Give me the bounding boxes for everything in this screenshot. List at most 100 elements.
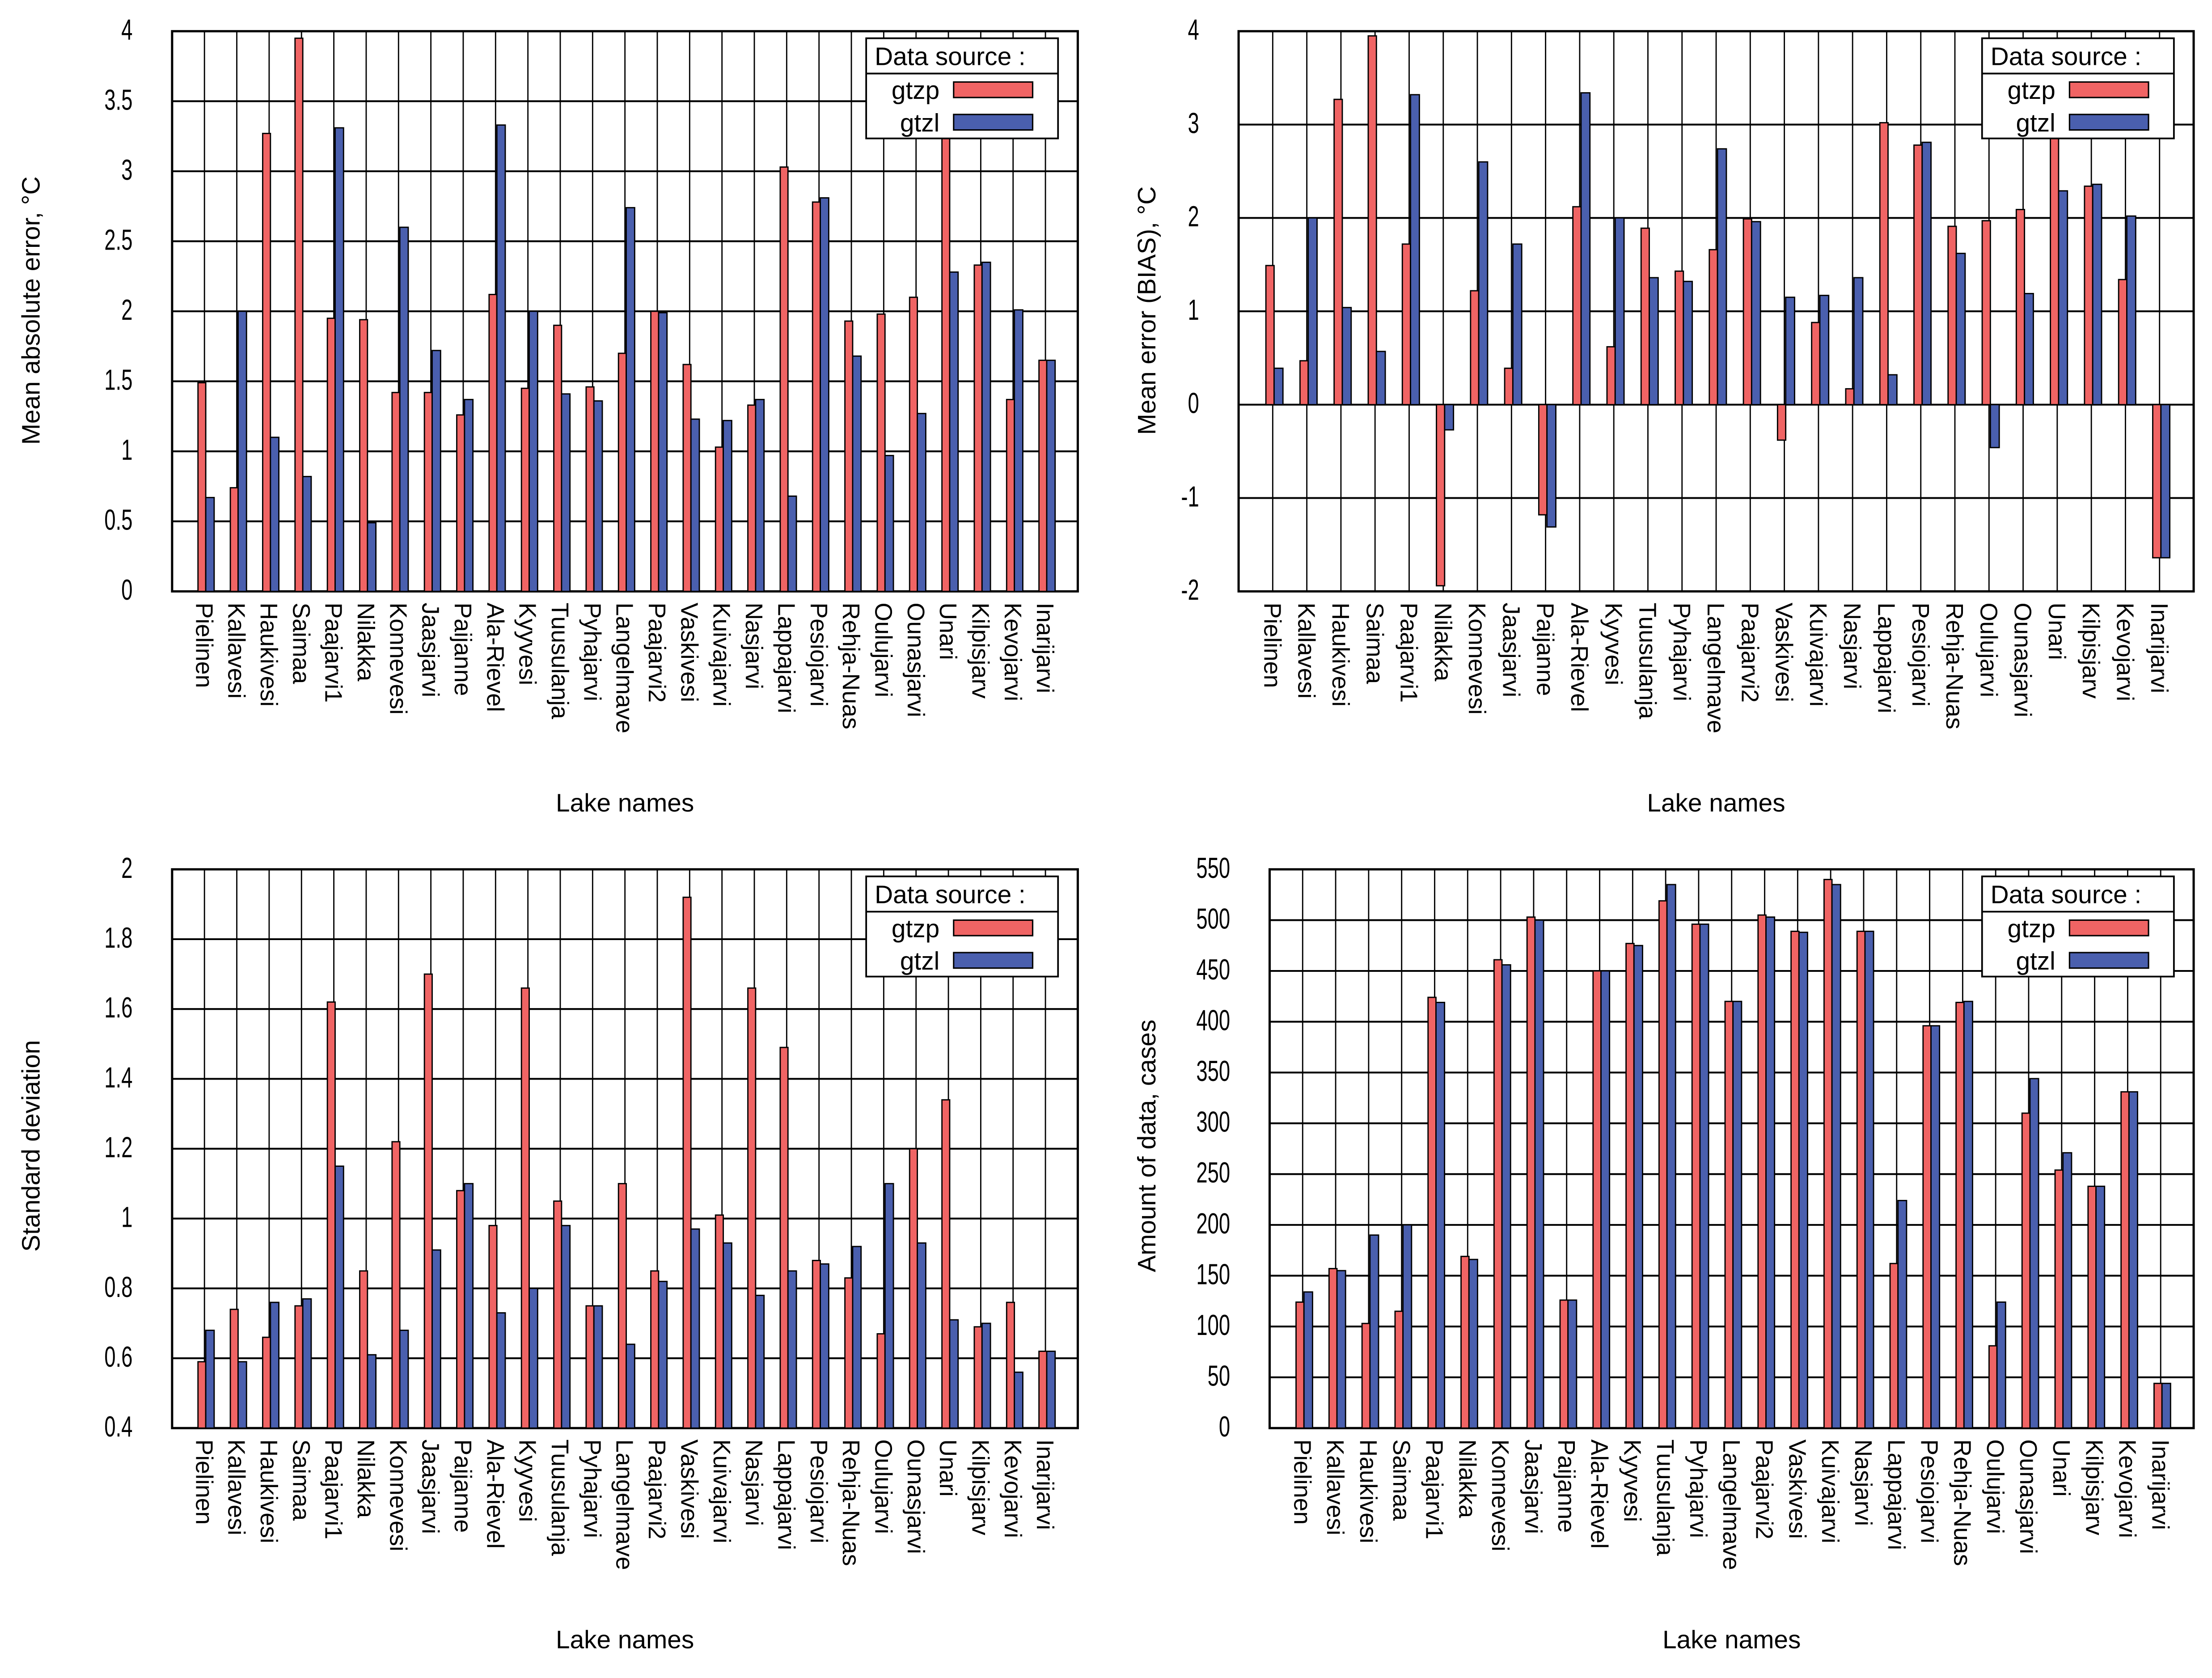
bar-gtzl-unari	[949, 1319, 959, 1429]
bar-gtzl-kevojarvi	[1014, 1371, 1024, 1429]
category-label: Kallavesi	[223, 1439, 250, 1535]
category-label: Inarijarvi	[2146, 603, 2173, 694]
chart-mean-error-bias: -2 -1 0 1 2 3 4 Pielinen Kallavesi Haukivesi Saima…	[1133, 13, 2195, 817]
bar-gtzp-pielinen	[1265, 265, 1275, 406]
bar-gtzl-kilpisjarv	[2095, 1186, 2106, 1429]
category-label: Kallavesi	[1322, 1439, 1349, 1535]
category-label: Lappajarvi	[773, 603, 799, 713]
bar-gtzp-langelmave	[617, 352, 627, 592]
category-label: Kallavesi	[1293, 603, 1320, 699]
category-label: Haukivesi	[1327, 603, 1354, 707]
legend-swatch-gtzp	[2068, 919, 2149, 936]
bar-gtzp-kallavesi	[229, 487, 239, 592]
bar-gtzp-kilpisjarv	[973, 264, 983, 592]
category-label: Saimaa	[1388, 1439, 1415, 1521]
bar-gtzp-ala-rievel	[1572, 206, 1582, 406]
bar-gtzl-nilakka	[367, 1354, 377, 1429]
category-label: Paajarvi2	[643, 603, 670, 703]
category-label: Vaskivesi	[676, 1439, 702, 1539]
y-tick-label: 0	[1219, 1410, 1230, 1443]
category-label: Langelmave	[611, 603, 638, 733]
legend-title: Data source :	[1991, 881, 2142, 909]
category-label: Pesiojarvi	[805, 603, 832, 707]
bar-gtzp-konnevesi	[1470, 290, 1480, 406]
category-label: Jaasjarvi	[1497, 603, 1524, 698]
category-label: Paajarvi1	[320, 603, 347, 703]
category-label: Lappajarvi	[1873, 603, 1900, 713]
legend: Data source : gtzp gtzl	[1981, 37, 2175, 140]
bar-gtzp-kilpisjarv	[2087, 1186, 2097, 1429]
category-label: Langelmave	[1718, 1439, 1745, 1570]
bar-gtzp-inarijarvi	[2153, 1382, 2163, 1429]
category-label: Pesiojarvi	[1916, 1439, 1943, 1543]
bar-gtzl-kallavesi	[1336, 1270, 1346, 1429]
bar-gtzl-pyhajarvi	[1683, 280, 1693, 406]
bar-gtzp-pielinen	[1295, 1301, 1305, 1429]
category-label: Oulujarvi	[1982, 1439, 2009, 1534]
legend-title: Data source :	[875, 42, 1026, 71]
bar-gtzp-haukivesi	[1361, 1322, 1371, 1429]
bar-gtzl-langelmave	[626, 207, 635, 592]
x-axis-title: Lake names	[1662, 1626, 1801, 1654]
category-label: Unari	[935, 603, 961, 660]
bar-gtzl-inarijarvi	[2160, 404, 2171, 559]
bar-gtzl-ala-rievel	[496, 124, 506, 592]
bar-gtzp-paajarvi2	[650, 1270, 660, 1429]
category-label: Lappajarvi	[773, 1439, 799, 1550]
bar-gtzp-kilpisjarv	[973, 1326, 983, 1429]
bar-gtzl-kilpisjarv	[981, 262, 991, 592]
bar-gtzl-paijanne	[1546, 404, 1556, 528]
bar-gtzl-paajarvi1	[1410, 94, 1420, 406]
bar-gtzp-pielinen	[197, 382, 207, 592]
bar-gtzl-konnevesi	[399, 226, 409, 592]
y-tick-label: 4	[1188, 13, 1199, 46]
bar-gtzp-kevojarvi	[1006, 398, 1015, 592]
category-label: Konnevesi	[385, 1439, 411, 1551]
bar-gtzp-saimaa	[1367, 35, 1377, 406]
category-label: Nilakka	[1454, 1439, 1480, 1518]
category-label: Saimaa	[288, 603, 314, 684]
bar-gtzp-ala-rievel	[488, 294, 498, 592]
legend-swatch-gtzl	[2068, 114, 2149, 131]
y-tick-label: 2	[1188, 200, 1199, 233]
bar-gtzp-ounasjarvi	[2015, 209, 2026, 406]
bar-gtzp-unari	[2054, 1169, 2064, 1429]
bar-gtzl-nasjarvi	[1853, 277, 1864, 406]
bar-gtzp-lappajarvi	[1889, 1263, 1899, 1429]
bar-gtzp-ounasjarvi	[909, 297, 918, 592]
bar-gtzl-oulujarvi	[1996, 1301, 2006, 1429]
bar-gtzp-langelmave	[617, 1183, 627, 1429]
category-label: Konnevesi	[1487, 1439, 1514, 1551]
bar-gtzp-rehja-nuas	[844, 1277, 854, 1429]
bar-gtzp-kevojarvi	[2118, 279, 2127, 406]
category-label: Ounasjarvi	[902, 1439, 929, 1554]
bar-gtzl-lappajarvi	[1897, 1199, 1907, 1429]
bar-gtzl-kevojarvi	[1014, 309, 1024, 592]
bar-gtzl-inarijarvi	[1046, 1350, 1056, 1429]
category-label: Unari	[2043, 603, 2070, 660]
category-label: Kallavesi	[223, 603, 250, 699]
bar-gtzp-pielinen	[197, 1361, 207, 1429]
bar-gtzl-kyyvesi	[1633, 945, 1643, 1429]
bar-gtzp-vaskivesi	[1790, 930, 1800, 1429]
bar-gtzp-ala-rievel	[488, 1225, 498, 1429]
bar-gtzl-nilakka	[367, 522, 377, 592]
bar-gtzp-konnevesi	[1493, 959, 1503, 1429]
bar-gtzl-haukivesi	[1369, 1234, 1379, 1429]
y-tick-label: 0	[121, 573, 132, 606]
bar-gtzl-paijanne	[464, 398, 474, 592]
category-label: Ounasjarvi	[902, 603, 929, 717]
category-label: Inarijarvi	[1032, 603, 1058, 694]
chart-amount-of-data: 0 50 100 150 200 250 300 350 400 450 500 550 Pieline…	[1133, 852, 2195, 1654]
bar-gtzp-jaasjarvi	[423, 973, 433, 1429]
category-label: Kilpisjarv	[967, 603, 994, 699]
bar-gtzl-vaskivesi	[690, 418, 700, 592]
bar-gtzp-jaasjarvi	[1504, 367, 1514, 406]
y-tick-label: 3	[1188, 106, 1199, 139]
bar-gtzl-ala-rievel	[496, 1312, 506, 1429]
category-label: Pesiojarvi	[805, 1439, 832, 1543]
bar-gtzp-tuusulanja	[553, 324, 563, 592]
bar-gtzl-kuivajarvi	[723, 420, 732, 592]
category-label: Vaskivesi	[1771, 603, 1798, 703]
y-tick-label: 1.8	[104, 921, 132, 954]
